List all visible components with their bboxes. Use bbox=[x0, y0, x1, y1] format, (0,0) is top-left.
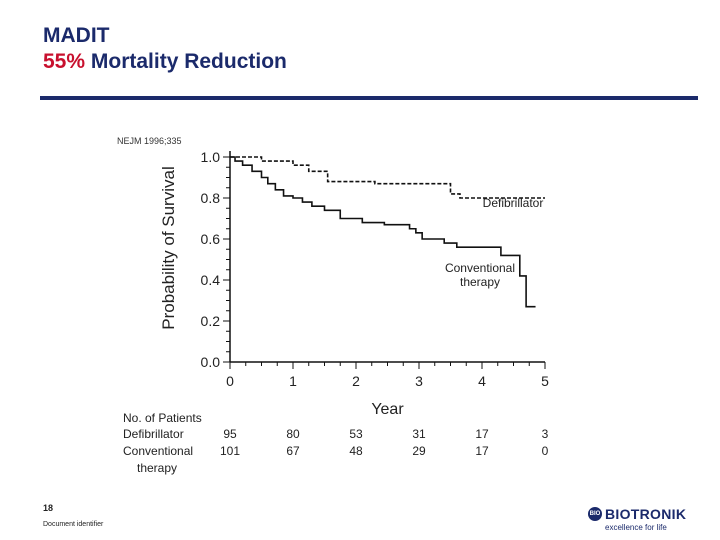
patients-count: 17 bbox=[475, 427, 489, 441]
y-tick-label: 0.4 bbox=[201, 272, 221, 288]
patients-count: 29 bbox=[412, 444, 426, 458]
x-tick-label: 1 bbox=[289, 373, 297, 389]
x-axis-label: Year bbox=[371, 401, 404, 418]
patients-count: 53 bbox=[349, 427, 363, 441]
patients-count: 80 bbox=[286, 427, 300, 441]
patients-row-label: therapy bbox=[137, 461, 177, 475]
document-identifier: Document identifier bbox=[43, 521, 104, 528]
biotronik-logo: BIO BIOTRONIK excellence for life bbox=[588, 506, 708, 534]
patients-header: No. of Patients bbox=[123, 411, 202, 425]
chart-axes: 0.0 0.2 0.4 0.6 0.8 1.0 0 1 2 3 4 5 Probability of S… bbox=[159, 149, 549, 418]
series-label: Conventional bbox=[445, 261, 515, 275]
slide-title: MADIT bbox=[43, 24, 110, 47]
chart-series bbox=[230, 156, 545, 308]
logo-mark-icon: BIO bbox=[588, 507, 602, 521]
series-line-conventional-therapy bbox=[230, 156, 536, 308]
patients-count: 48 bbox=[349, 444, 363, 458]
y-axis-label: Probability of Survival bbox=[159, 166, 178, 329]
logo-tagline: excellence for life bbox=[605, 523, 667, 532]
y-tick-label: 0.0 bbox=[201, 354, 221, 370]
y-tick-label: 0.2 bbox=[201, 313, 221, 329]
subtitle-text: Mortality Reduction bbox=[90, 50, 287, 73]
patients-row-label: Defibrillator bbox=[123, 427, 184, 441]
patients-count: 3 bbox=[542, 427, 549, 441]
survival-chart: 0.0 0.2 0.4 0.6 0.8 1.0 0 1 2 3 4 5 Probability of S… bbox=[117, 136, 549, 475]
y-tick-label: 0.8 bbox=[201, 190, 221, 206]
patients-count: 67 bbox=[286, 444, 300, 458]
title-divider bbox=[40, 96, 698, 100]
patients-table: No. of Patients Defibrillator 95 80 53 31 17 3 C… bbox=[123, 411, 549, 475]
series-label: therapy bbox=[460, 275, 500, 289]
series-label: Defibrillator bbox=[483, 196, 544, 210]
chart-labels: NEJM 1996;335 Defibrillator Conventionalth… bbox=[117, 136, 543, 289]
x-tick-label: 2 bbox=[352, 373, 360, 389]
chart-citation: NEJM 1996;335 bbox=[117, 136, 182, 146]
y-tick-label: 0.6 bbox=[201, 231, 221, 247]
patients-count: 17 bbox=[475, 444, 489, 458]
patients-count: 95 bbox=[223, 427, 237, 441]
slide-subtitle: 55% Mortality Reduction bbox=[43, 50, 287, 74]
slide-number: 18 bbox=[43, 503, 54, 513]
patients-count: 101 bbox=[220, 444, 240, 458]
x-tick-label: 5 bbox=[541, 373, 549, 389]
mortality-reduction-percent: 55% bbox=[43, 50, 86, 73]
patients-count: 0 bbox=[542, 444, 549, 458]
x-tick-label: 4 bbox=[478, 373, 486, 389]
logo-name: BIOTRONIK bbox=[605, 506, 687, 522]
y-tick-label: 1.0 bbox=[201, 149, 221, 165]
patients-count: 31 bbox=[412, 427, 426, 441]
x-tick-label: 0 bbox=[226, 373, 234, 389]
series-line-defibrillator bbox=[230, 156, 545, 199]
patients-row-label: Conventional bbox=[123, 444, 193, 458]
x-tick-label: 3 bbox=[415, 373, 423, 389]
